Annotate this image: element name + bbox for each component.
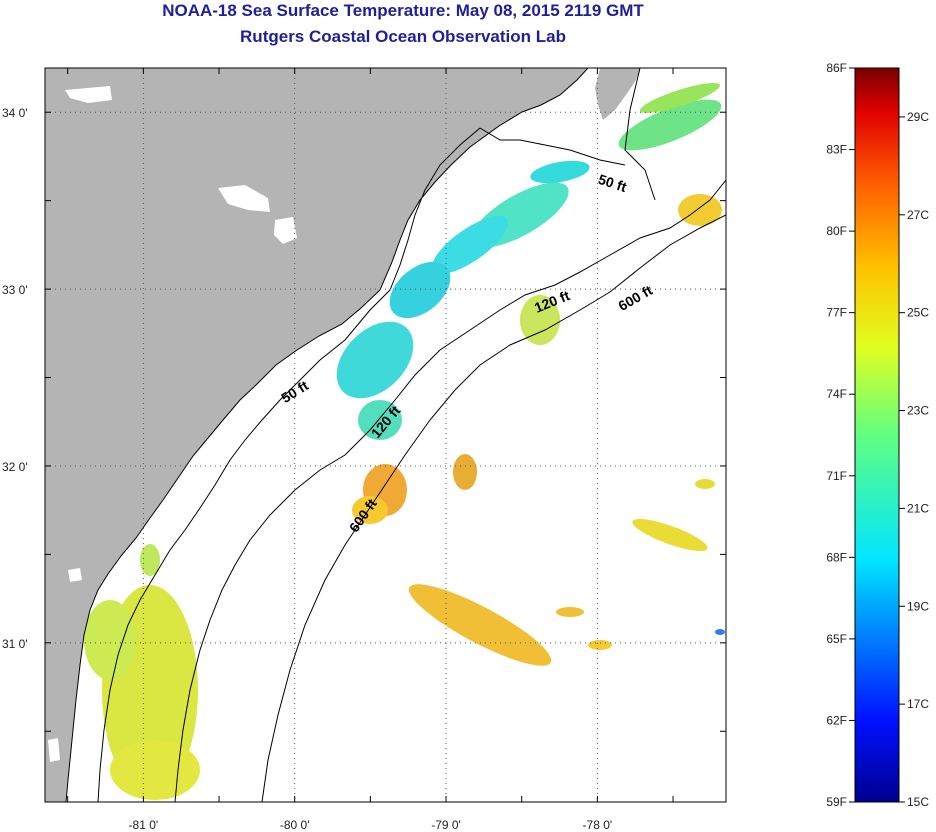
colorbar-c-label: 21C xyxy=(907,501,929,515)
lon-tick-label: -80 0' xyxy=(280,818,310,832)
lat-tick-label: 34 0' xyxy=(2,106,28,120)
map-title: NOAA-18 Sea Surface Temperature: May 08,… xyxy=(162,1,644,20)
lon-tick-label: -81 0' xyxy=(129,818,159,832)
lake xyxy=(218,185,270,212)
lake xyxy=(48,738,60,762)
colorbar-f-label: 80F xyxy=(826,224,847,238)
lake xyxy=(68,568,82,582)
lon-tick-label: -78 0' xyxy=(583,818,613,832)
colorbar-gradient xyxy=(854,67,900,803)
lon-tick-label: -79 0' xyxy=(431,818,461,832)
map-frame xyxy=(44,67,727,803)
lat-tick-label: 33 0' xyxy=(2,283,28,297)
lat-tick-label: 31 0' xyxy=(2,637,28,651)
colorbar-f-label: 59F xyxy=(826,795,847,809)
colorbar-f-label: 74F xyxy=(826,387,847,401)
colorbar-c-label: 15C xyxy=(907,795,929,809)
colorbar-f-label: 83F xyxy=(826,143,847,157)
map-subtitle: Rutgers Coastal Ocean Observation Lab xyxy=(240,27,566,46)
colorbar-f-label: 71F xyxy=(826,469,847,483)
colorbar-f-label: 62F xyxy=(826,713,847,727)
sst-data-layer xyxy=(84,82,725,800)
graticule xyxy=(45,68,726,802)
colorbar-f-label: 68F xyxy=(826,550,847,564)
land-area-north xyxy=(595,68,640,120)
contour-50ft xyxy=(97,68,656,802)
contour-120ft xyxy=(174,179,726,802)
colorbar-c-label: 27C xyxy=(907,208,929,222)
colorbar-labels: 86F 83F 80F 77F 74F 71F 68F 65F 62F 59F 29C 27C 25C 2… xyxy=(826,61,929,809)
lake xyxy=(274,217,297,244)
contour-600ft xyxy=(261,214,726,802)
colorbar-c-label: 29C xyxy=(907,110,929,124)
colorbar-f-label: 65F xyxy=(826,632,847,646)
colorbar-c-label: 23C xyxy=(907,404,929,418)
lat-tick-label: 32 0' xyxy=(2,460,28,474)
coastline xyxy=(65,68,589,802)
colorbar-f-label: 86F xyxy=(826,61,847,75)
colorbar-c-label: 19C xyxy=(907,599,929,613)
land-area xyxy=(45,68,588,802)
lake xyxy=(65,86,112,103)
map-ticks: 34 0' 33 0' 32 0' 31 0' -81 0' -80 0' -79 0' -7… xyxy=(2,68,726,832)
colorbar-c-label: 17C xyxy=(907,697,929,711)
colorbar-f-label: 77F xyxy=(826,306,847,320)
colorbar-c-label: 25C xyxy=(907,306,929,320)
